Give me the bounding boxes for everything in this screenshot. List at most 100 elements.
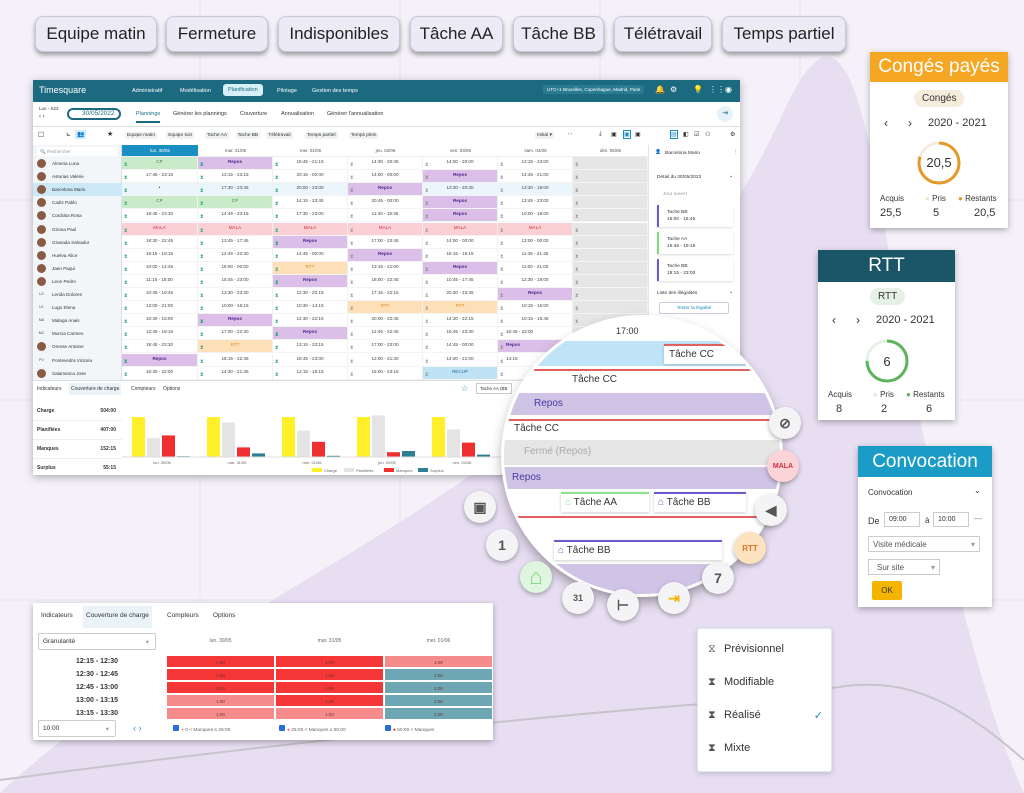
employee-row[interactable]: Cordoba Rosa [33, 209, 122, 222]
planning-cell[interactable]: 14:30 - 22:15 ⧗ [273, 314, 348, 328]
planning-cell[interactable]: 19:45 - 23:30 ⧗ [122, 209, 198, 223]
day-header-5[interactable]: sam. 04/06 [498, 145, 573, 157]
test-legality-button[interactable]: Tester la légalité [659, 302, 729, 314]
planning-cell[interactable]: 17:00 - 23:45 ⧗ [348, 235, 423, 249]
planning-cell[interactable]: 18:30 - 22:45 ⧗ [122, 235, 198, 249]
tab-couverture-charge[interactable]: Couverture de charge [69, 383, 122, 395]
detail-task[interactable]: Tache BB 15:00 - 16:45 [657, 205, 733, 227]
planning-cell[interactable]: 17:00 - 22:30 ⧗ [198, 327, 273, 341]
apps-grid-icon[interactable]: ⋮⋮ [709, 85, 725, 94]
employee-row[interactable]: PV Pontevedra Victoria [33, 354, 122, 367]
planning-cell[interactable]: 14:00 - 00:00 ⧗ [423, 235, 498, 249]
planning-cell[interactable]: CP ⧗ [122, 157, 198, 170]
coverage-cell[interactable]: 1:00 [384, 707, 493, 720]
filter-tag-5[interactable]: Télétravail [614, 16, 712, 52]
planning-cell[interactable]: 15:45 - 23:00 ⧗ [198, 274, 273, 288]
planning-cell[interactable]: 13:15 - 23:15 ⧗ [198, 170, 273, 184]
filter-chip-2[interactable]: Tache AA [204, 132, 230, 139]
chevron-down-icon[interactable]: ⌄ [729, 174, 734, 179]
employee-row[interactable]: Salamanca Jose [33, 367, 122, 380]
planning-cell[interactable]: 12:45 - 22:30 ⧗ [198, 248, 273, 262]
planning-cell[interactable]: Repos ⧗ [348, 183, 423, 197]
planning-cell[interactable]: Repos ⧗ [423, 209, 498, 223]
version-select[interactable]: Initial ▾ [535, 132, 554, 139]
day-header-1[interactable]: mar. 31/05 [198, 145, 273, 157]
planning-cell[interactable]: RECUP ⧗ [423, 366, 498, 380]
filter-tag-0[interactable]: Equipe matin [35, 16, 157, 52]
rtt-icon[interactable]: RTT [734, 532, 766, 564]
employee-row[interactable]: Leon Pedro [33, 275, 122, 288]
coverage-cell[interactable]: 1:00 [275, 707, 384, 720]
employee-row[interactable]: Jaen Paqui [33, 262, 122, 275]
day-header-0[interactable]: lun. 30/05 [122, 145, 198, 157]
planning-cell[interactable]: 20:45 - 00:00 ⧗ [348, 196, 423, 210]
tab-options[interactable]: Options [213, 612, 236, 619]
planning-cell[interactable]: 13:15 - 23:00 ⧗ [498, 157, 573, 170]
planning-cell[interactable]: 10:15 - 15:00 ⧗ [498, 301, 573, 315]
planning-cell[interactable]: 17:30 - 23:45 ⧗ [198, 183, 273, 197]
mode-menu-item[interactable]: ⧗ Réalisé ✓ [708, 709, 823, 722]
planning-cell[interactable]: Repos ⧗ [498, 288, 573, 301]
planning-cell[interactable]: 17:00 - 23:00 ⧗ [348, 340, 423, 354]
planning-cell[interactable]: 11:45 - 21:45 ⧗ [498, 248, 573, 262]
coverage-cell[interactable]: 1:00 [384, 668, 493, 681]
planning-cell[interactable]: MALA ⧗ [348, 222, 423, 236]
mode-menu-item[interactable]: ⧖ Prévisionnel [708, 643, 823, 656]
download-icon[interactable]: ⤓ [599, 131, 602, 137]
planning-cell[interactable]: ⧗ [573, 196, 648, 210]
planning-cell[interactable]: 14:00 - 21:00 ⧗ [423, 353, 498, 367]
task-select[interactable]: Tache AA (BB [476, 383, 512, 394]
planning-cell[interactable]: 17:45 - 23:15 ⧗ [122, 170, 198, 184]
mag-task-bb[interactable]: ⌂ Tâche BB [654, 492, 746, 512]
planning-cell[interactable]: 20:00 - 22:45 ⧗ [348, 314, 423, 328]
mag-task-cc-chip[interactable]: Tâche CC [664, 344, 764, 364]
planning-cell[interactable]: Repos ⧗ [273, 274, 348, 288]
planning-cell[interactable]: 13:15 - 23:15 ⧗ [273, 340, 348, 354]
planning-cell[interactable]: CP ⧗ [122, 196, 198, 210]
date-picker[interactable]: 30/05/2022 [67, 108, 121, 120]
mag-task-bb-2[interactable]: ⌂ Tâche BB [554, 540, 722, 560]
detail-task[interactable]: Tache AA 16:45 - 19:15 [657, 232, 733, 254]
planning-cell[interactable]: 10:30 - 14:15 ⧗ [273, 301, 348, 315]
calendar-month-icon[interactable]: ▣ [635, 132, 641, 138]
filter-chip-0[interactable]: Equipe matin [125, 132, 157, 139]
planning-cell[interactable]: 12:00 - 21:30 ⧗ [348, 353, 423, 367]
collapse-panel-icon[interactable]: ⇥ [717, 106, 733, 122]
coverage-cell[interactable]: 1:00 [166, 694, 275, 707]
employee-row[interactable]: Granada Salvador [33, 236, 122, 249]
next-period-icon[interactable]: › [908, 116, 912, 130]
tab-annualisation[interactable]: Annualisation [281, 111, 315, 117]
calendar-1-icon[interactable]: 1 [486, 529, 518, 561]
planning-cell[interactable]: MALA ⧗ [122, 222, 198, 236]
planning-cell[interactable]: 15:00 - 23:15 ⧗ [348, 366, 423, 380]
planning-cell[interactable]: RTT ⧗ [198, 340, 273, 354]
planning-cell[interactable]: ⧗ [573, 274, 648, 288]
planning-cell[interactable]: ⧗ [573, 209, 648, 223]
tree-view-icon[interactable]: ⊾ [66, 132, 72, 138]
coverage-cell[interactable]: 1:00 [166, 707, 275, 720]
tab-plannings[interactable]: Plannings [136, 111, 161, 123]
tab-compteurs[interactable]: Compteurs [167, 612, 199, 619]
planning-cell[interactable]: 19:45 - 23:30 ⧗ [122, 340, 198, 354]
coverage-cell[interactable]: 1:00 [384, 655, 493, 668]
planning-cell[interactable]: 12:30 - 20:15 ⧗ [273, 288, 348, 301]
filter-chip-5[interactable]: Temps partiel [305, 132, 338, 139]
planning-cell[interactable]: 18:15 - 22:45 ⧗ [198, 353, 273, 367]
planning-cell[interactable]: 14:45 - 00:00 ⧗ [423, 340, 498, 354]
planning-cell[interactable]: 15:45 - 23:30 ⧗ [423, 327, 498, 341]
planning-cell[interactable]: 14:30 - 21:45 ⧗ [198, 366, 273, 380]
planning-cell[interactable]: Repos ⧗ [198, 157, 273, 170]
calendar-7-icon[interactable]: 7 [702, 562, 734, 594]
planning-cell[interactable]: 10:45 - 19:45 ⧗ [122, 288, 198, 301]
coverage-cell[interactable]: 1:00 [166, 681, 275, 694]
employee-row[interactable]: Huelva Alice [33, 249, 122, 262]
planning-cell[interactable]: Repos ⧗ [423, 261, 498, 275]
employee-row[interactable]: Girona Paul [33, 223, 122, 236]
planning-cell[interactable]: 14:45 - 21:00 ⧗ [498, 170, 573, 184]
from-time-input[interactable]: 09:00 [884, 512, 920, 527]
calendar-dot-icon[interactable]: ▣ [464, 491, 496, 523]
planning-cell[interactable]: 13:00 - 00:00 ⧗ [498, 235, 573, 249]
planning-cell[interactable]: 20:30 - 23:45 ⧗ [423, 288, 498, 301]
nav-gestion-temps[interactable]: Gestion des temps [312, 88, 358, 94]
planning-cell[interactable]: Repos ⧗ [198, 314, 273, 328]
